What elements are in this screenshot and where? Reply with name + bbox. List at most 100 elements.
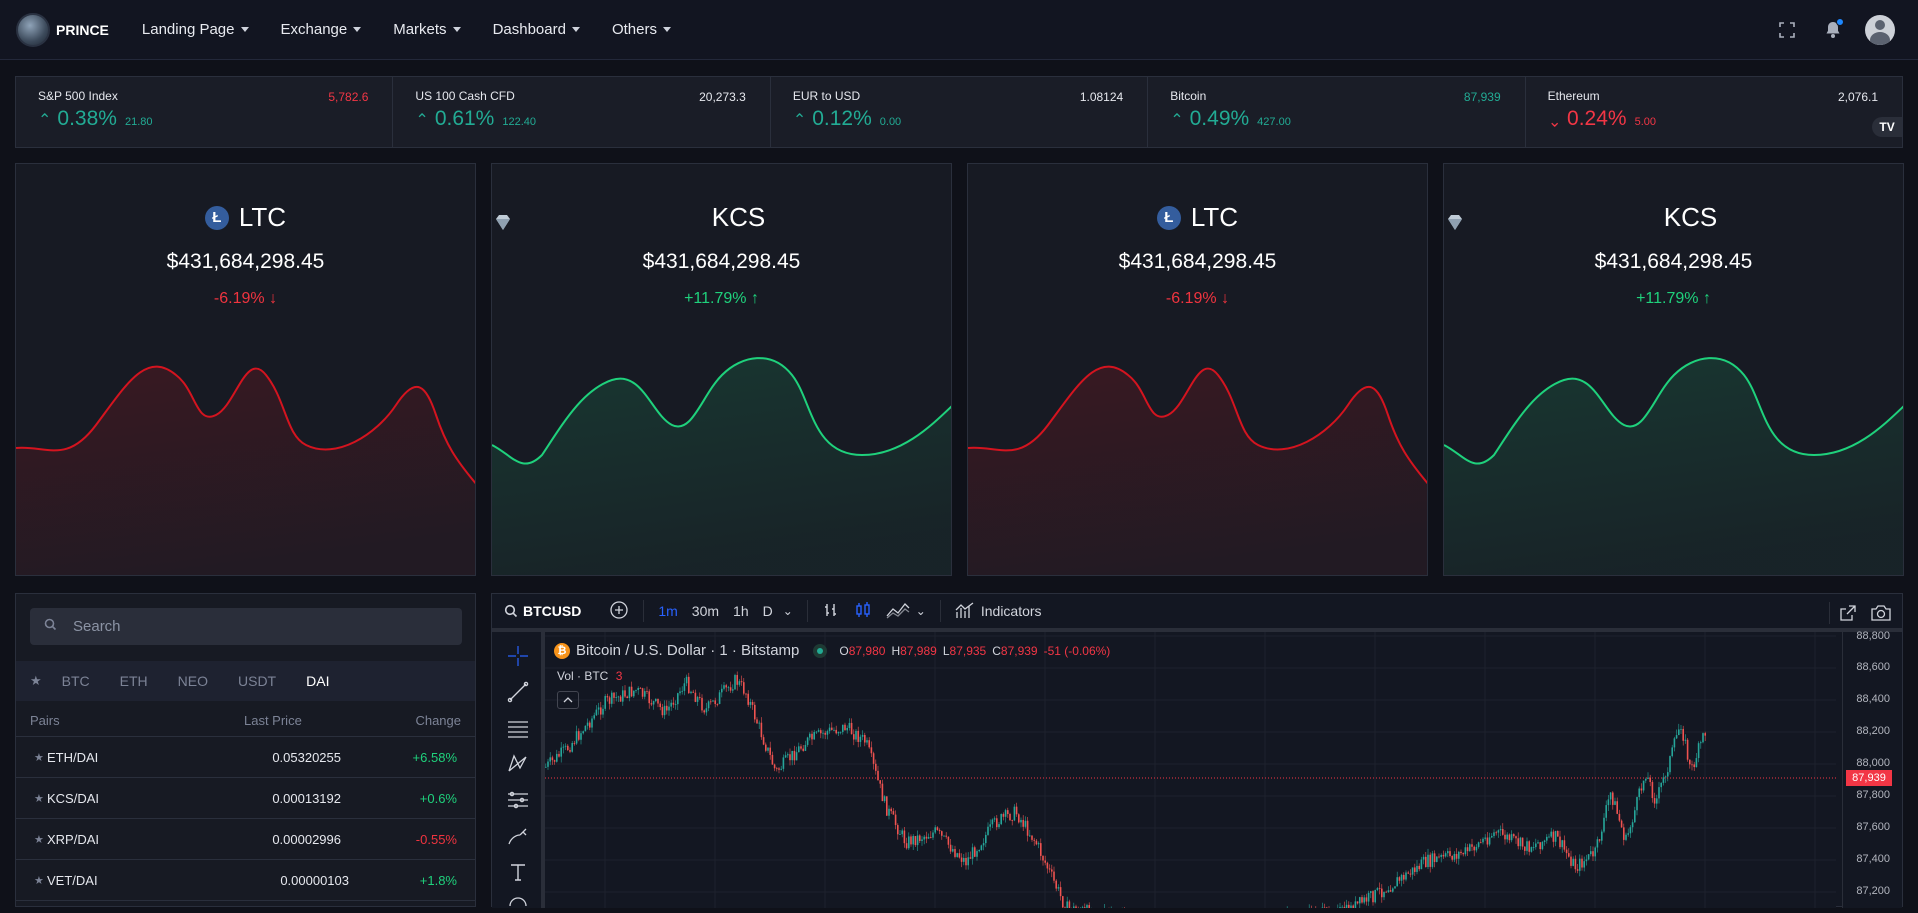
add-symbol-icon[interactable] xyxy=(609,600,629,623)
candle xyxy=(952,845,954,852)
text-tool-icon[interactable] xyxy=(506,860,530,884)
area-chart-icon[interactable] xyxy=(886,601,910,622)
table-row[interactable]: ★ VET/DAI 0.00000103 +1.8% xyxy=(16,860,475,901)
bell-icon[interactable] xyxy=(1810,7,1856,53)
indicators-button[interactable]: Indicators xyxy=(955,602,1042,620)
chevron-down-icon[interactable]: ⌄ xyxy=(783,604,793,618)
candle xyxy=(807,737,809,747)
candle xyxy=(591,716,593,733)
candle xyxy=(1647,772,1649,779)
menu-dashboard[interactable]: Dashboard xyxy=(493,21,580,38)
candle xyxy=(1053,867,1055,884)
tab-usdt[interactable]: USDT xyxy=(238,673,276,689)
price-axis[interactable]: 88,800 88,600 88,400 88,200 88,000 87,80… xyxy=(1842,632,1902,908)
trend-line-icon[interactable] xyxy=(506,680,530,704)
ticker-item[interactable]: Bitcoin 87,939 ⌃0.49%427.00 xyxy=(1148,77,1525,147)
divider xyxy=(643,600,644,622)
candle xyxy=(1546,834,1548,843)
candle xyxy=(736,671,738,690)
menu-exchange[interactable]: Exchange xyxy=(281,21,362,38)
symbol-search[interactable]: BTCUSD xyxy=(504,603,581,619)
more-tools-icon[interactable] xyxy=(506,894,530,906)
candle xyxy=(1568,848,1570,857)
tab-neo[interactable]: NEO xyxy=(178,673,208,689)
search-input[interactable] xyxy=(73,618,413,635)
menu-markets[interactable]: Markets xyxy=(393,21,460,38)
candle xyxy=(756,717,758,724)
star-icon[interactable]: ★ xyxy=(34,751,44,764)
star-icon[interactable]: ★ xyxy=(34,792,44,805)
brand[interactable]: PRINCE xyxy=(16,13,109,47)
candle xyxy=(1359,897,1361,908)
candle xyxy=(1427,849,1429,869)
candle xyxy=(1511,830,1513,842)
forecasting-icon[interactable] xyxy=(506,788,530,812)
candle xyxy=(1625,833,1627,841)
ticker-price: 5,782.6 xyxy=(328,90,368,104)
ohlc-open: 87,980 xyxy=(849,644,886,658)
header-last-price[interactable]: Last Price xyxy=(244,713,302,728)
collapse-legend-button[interactable] xyxy=(557,691,579,709)
ticker-item[interactable]: US 100 Cash CFD 20,273.3 ⌃0.61%122.40 xyxy=(393,77,770,147)
favorites-star-icon[interactable]: ★ xyxy=(30,673,42,689)
candle xyxy=(552,756,554,765)
star-icon[interactable]: ★ xyxy=(34,874,44,887)
crosshair-icon[interactable] xyxy=(506,644,530,668)
candle xyxy=(1535,839,1537,850)
ticker-price: 1.08124 xyxy=(1080,90,1123,104)
pair-change: +1.8% xyxy=(420,873,457,888)
candle xyxy=(1612,791,1614,810)
candle xyxy=(813,730,815,740)
candle xyxy=(989,819,991,830)
table-row[interactable]: ★ ETH/DAI 0.05320255 +6.58% xyxy=(16,737,475,778)
chevron-down-icon[interactable]: ⌄ xyxy=(916,604,926,618)
candle xyxy=(609,696,611,710)
axis-tick: 87,200 xyxy=(1856,885,1890,897)
tab-eth[interactable]: ETH xyxy=(120,673,148,689)
header-change[interactable]: Change xyxy=(415,713,461,728)
candle xyxy=(712,700,714,702)
brush-icon[interactable] xyxy=(506,824,530,848)
star-icon[interactable]: ★ xyxy=(34,833,44,846)
header-pairs[interactable]: Pairs xyxy=(30,713,60,728)
tradingview-logo-icon[interactable]: TV xyxy=(1872,117,1902,137)
interval-d[interactable]: D xyxy=(763,603,773,619)
camera-icon[interactable] xyxy=(1870,603,1892,628)
coin-card[interactable]: KCS $431,684,298.45 +11.79% ↑ xyxy=(491,163,952,576)
tab-btc[interactable]: BTC xyxy=(62,673,90,689)
interval-30m[interactable]: 30m xyxy=(692,603,719,619)
candle xyxy=(620,695,622,702)
menu-landing-page[interactable]: Landing Page xyxy=(142,21,249,38)
interval-1m[interactable]: 1m xyxy=(658,603,677,619)
candle xyxy=(1526,837,1528,854)
ticker-item[interactable]: EUR to USD 1.08124 ⌃0.12%0.00 xyxy=(771,77,1148,147)
candle xyxy=(1696,753,1698,768)
candle xyxy=(1344,902,1346,908)
candlestick-chart[interactable] xyxy=(545,632,1836,908)
bar-chart-type-icon[interactable] xyxy=(822,601,840,622)
table-row[interactable]: ★ KCS/DAI 0.00013192 +0.6% xyxy=(16,778,475,819)
coin-card[interactable]: KCS $431,684,298.45 +11.79% ↑ xyxy=(1443,163,1904,576)
table-row[interactable]: ★ XRP/DAI 0.00002996 -0.55% xyxy=(16,819,475,860)
fib-retracement-icon[interactable] xyxy=(506,716,530,740)
candle xyxy=(992,818,994,828)
candle xyxy=(695,690,697,702)
ticker-item[interactable]: Ethereum 2,076.1 ⌃0.24%5.00 TV xyxy=(1526,77,1902,147)
menu-others[interactable]: Others xyxy=(612,21,671,38)
user-avatar[interactable] xyxy=(1856,7,1902,53)
fullscreen-icon[interactable] xyxy=(1764,7,1810,53)
candle xyxy=(1337,905,1339,908)
caret-down-icon: ⌃ xyxy=(1548,110,1561,130)
candle xyxy=(840,731,842,734)
ticker-item[interactable]: S&P 500 Index 5,782.6 ⌃0.38%21.80 xyxy=(16,77,393,147)
interval-1h[interactable]: 1h xyxy=(733,603,749,619)
ticker-abs-change: 0.00 xyxy=(880,116,901,128)
candles-icon[interactable] xyxy=(854,601,872,622)
tab-dai[interactable]: DAI xyxy=(306,673,329,689)
popout-icon[interactable] xyxy=(1838,603,1858,628)
pattern-icon[interactable] xyxy=(506,752,530,776)
candle xyxy=(681,686,683,694)
candle xyxy=(1018,813,1020,823)
